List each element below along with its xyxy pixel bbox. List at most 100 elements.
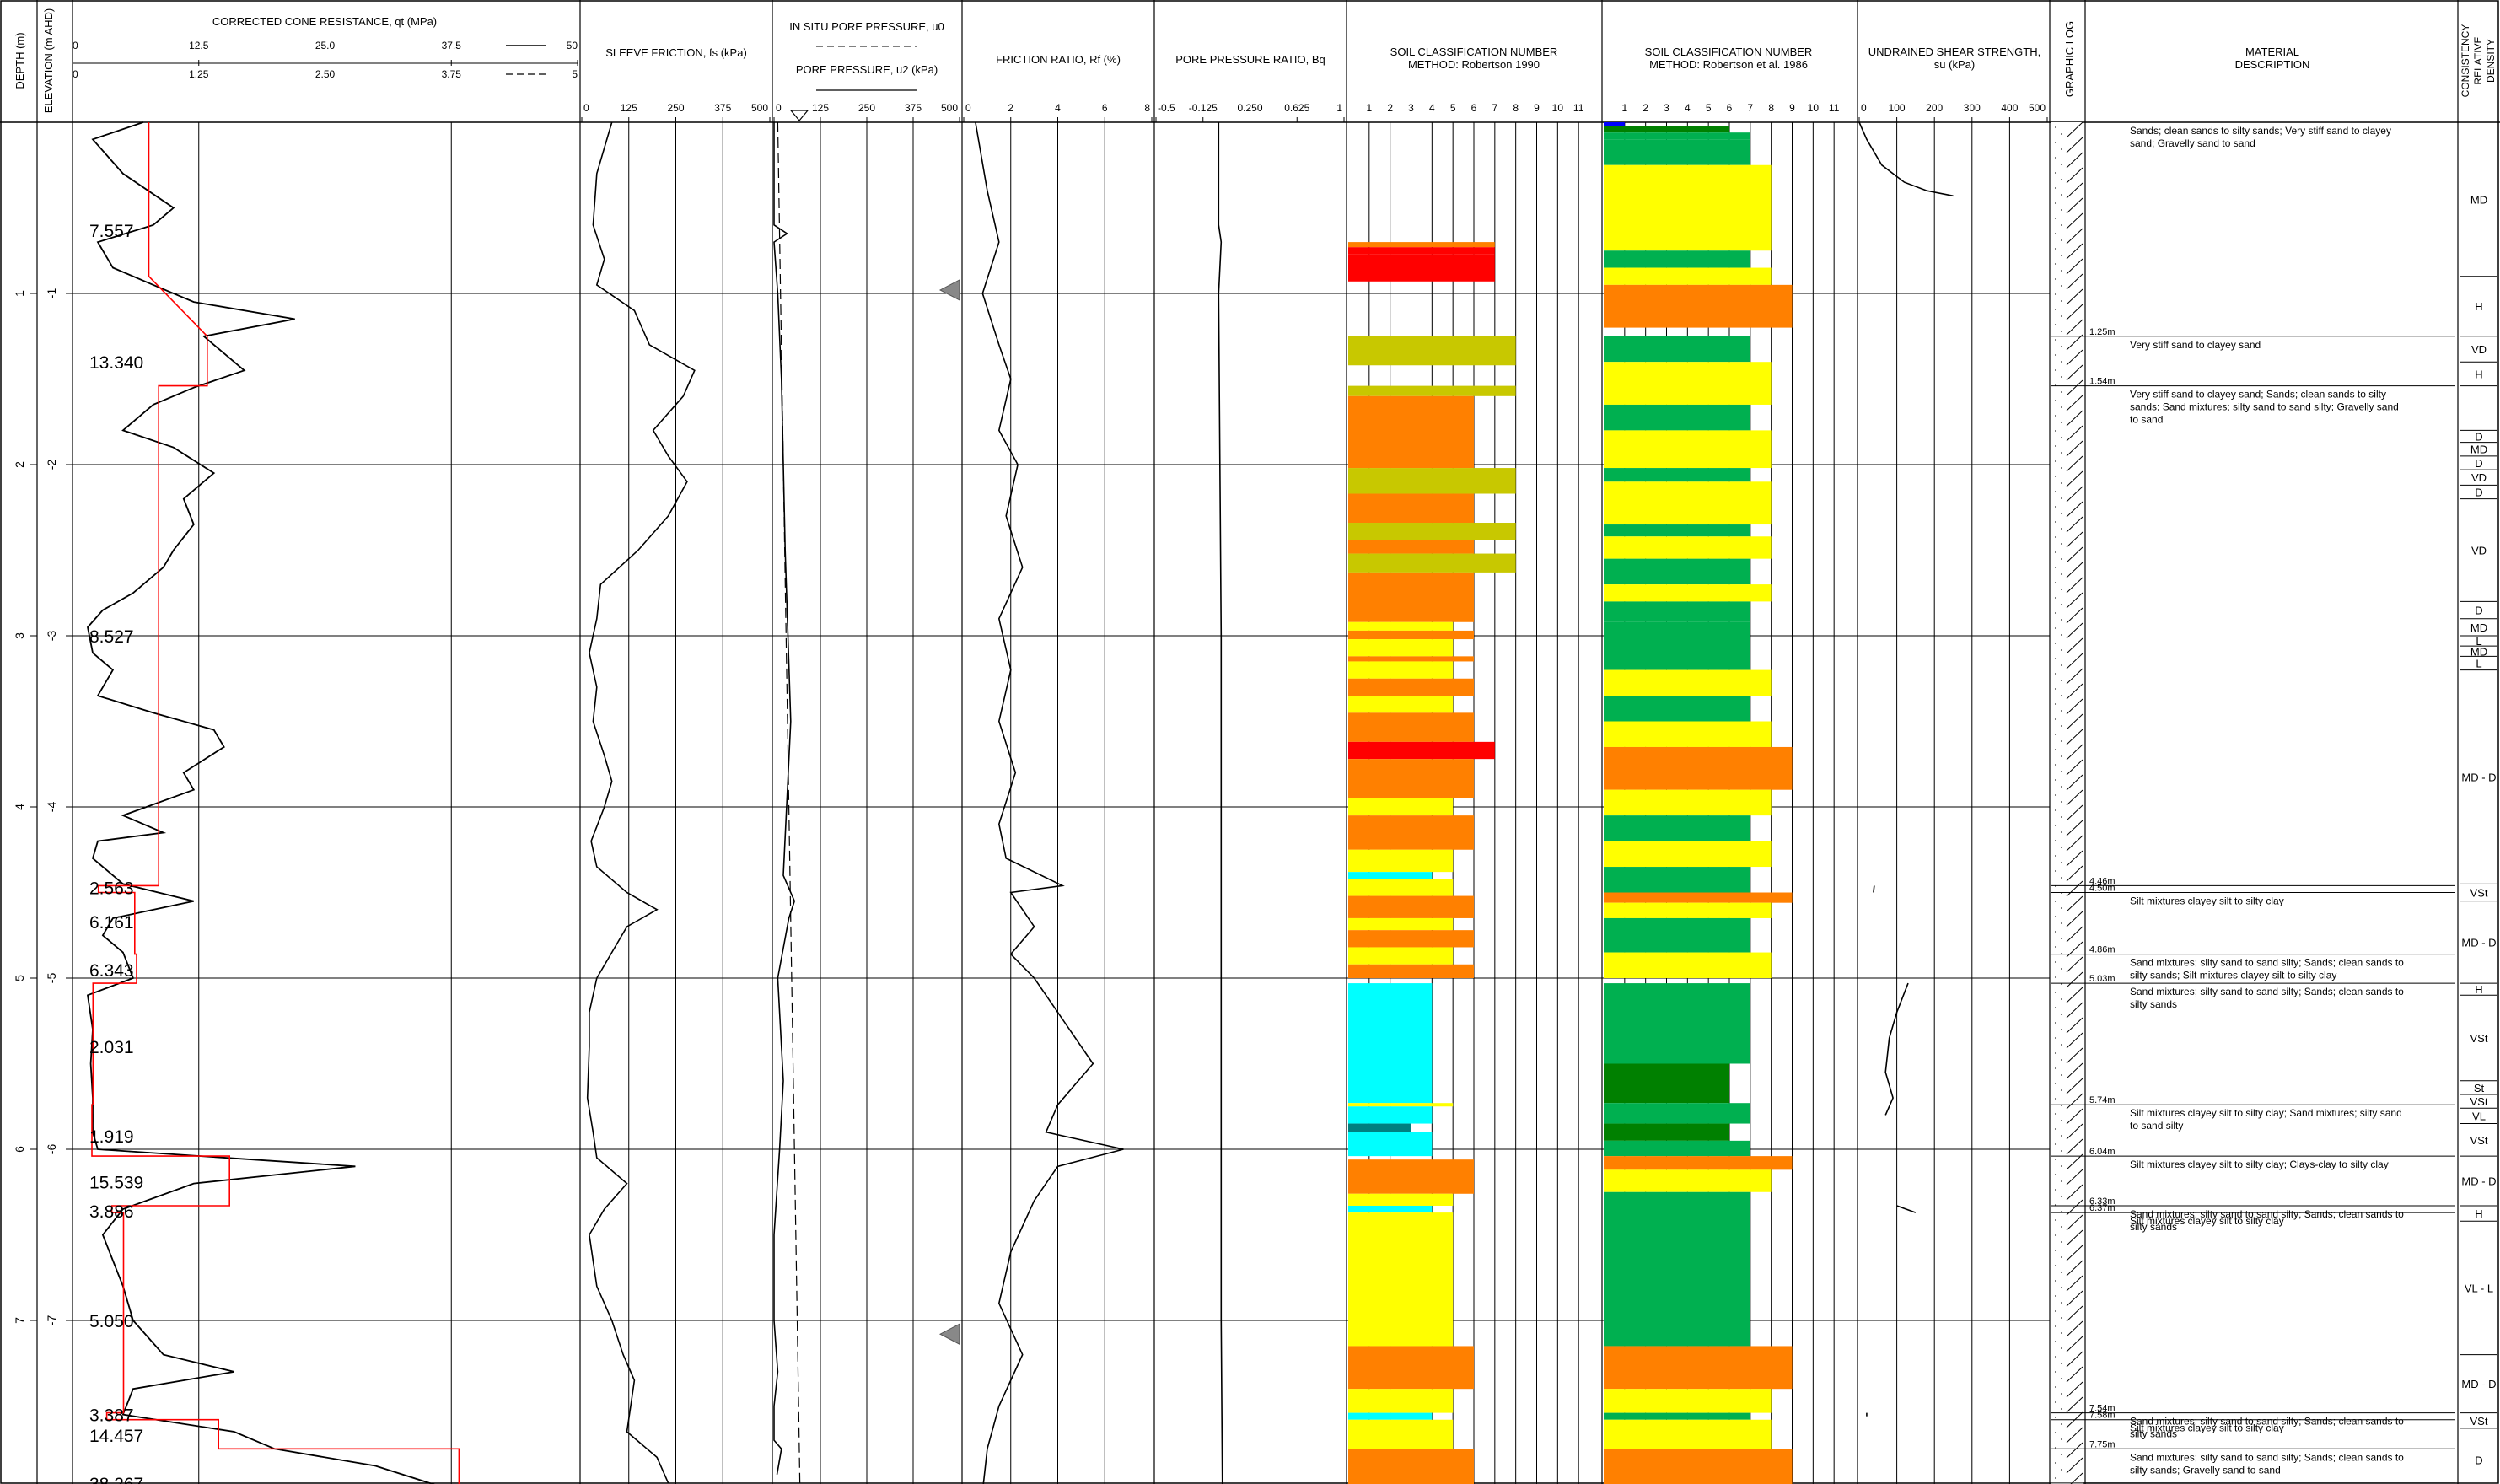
graphic-log-hatch (2066, 258, 2083, 275)
graphic-log-hatch (2066, 1381, 2083, 1398)
u2-tick-label: 250 (858, 102, 875, 114)
stratum-description: Sand mixtures; silty sand to sand silty;… (2130, 957, 2404, 969)
scn1986-band (1604, 584, 1772, 602)
density-header: DENSITY (2485, 39, 2497, 83)
fs-trace (586, 121, 696, 1484)
graphic-log-hatch (2066, 1123, 2083, 1140)
su-tick-label: 400 (2001, 102, 2018, 114)
consistency-label: H (2475, 983, 2482, 996)
scn1986-band (1604, 164, 1772, 251)
stratum-depth-label: 7.58m (2089, 1411, 2116, 1421)
graphic-log-hatch (2066, 197, 2083, 214)
scn1986-band (1604, 952, 1772, 978)
stratum-depth-label: 4.46m (2089, 876, 2116, 886)
fs-tick-label: 125 (621, 102, 637, 114)
graphic-log-hatch (2066, 1351, 2083, 1368)
scn1990-band (1348, 553, 1516, 573)
graphic-log-hatch (2066, 395, 2083, 411)
graphic-log-hatch (2066, 820, 2083, 836)
consistency-label: MD (2470, 621, 2487, 634)
graphic-log-hatch (2066, 334, 2083, 351)
stratum-depth-label: 4.86m (2089, 945, 2116, 955)
elevation-tick-label: -4 (45, 802, 58, 813)
scn1986-band (1604, 789, 1772, 816)
graphic-log-hatch (2066, 243, 2083, 260)
graphic-log-hatch (2066, 1002, 2083, 1019)
scn1990-band (1348, 1106, 1433, 1124)
stratum-description: sands; Sand mixtures; silty sand to sand… (2130, 401, 2399, 413)
bq-tick-label: 0.250 (1237, 102, 1262, 114)
depth-tick-label: 6 (13, 1146, 26, 1153)
scn1986-tick-label: 8 (1768, 102, 1774, 114)
graphic-log-hatch (2066, 440, 2083, 457)
graphic-log-hatch (2066, 1153, 2083, 1170)
graphic-log-hatch (2066, 637, 2083, 654)
consistency-label: D (2475, 486, 2482, 498)
consistency-label: VD (2471, 545, 2487, 557)
scn1986-band (1604, 1419, 1772, 1449)
scn1990-tick-label: 4 (1429, 102, 1435, 114)
su-tick-label: 500 (2029, 102, 2046, 114)
elevation-header: ELEVATION (m AHD) (42, 8, 55, 113)
scn1986-band (1604, 917, 1750, 953)
graphic-log-hatch (2066, 288, 2083, 305)
scn1990-band (1348, 741, 1495, 760)
scn1990-method: METHOD: Robertson 1990 (1408, 58, 1540, 71)
graphic-log-hatch (2066, 1457, 2083, 1474)
description-header: MATERIAL (2245, 46, 2299, 58)
qc-top-tick-label: 25.0 (315, 40, 336, 51)
su-tick-label: 300 (1964, 102, 1981, 114)
scn1986-tick-label: 10 (1808, 102, 1820, 114)
graphic-log-hatch (2066, 1108, 2083, 1125)
graphic-log-hatch (2066, 1275, 2083, 1292)
scn1986-band (1604, 721, 1772, 747)
graphic-log-hatch (2066, 562, 2083, 578)
graphic-log-hatch (2066, 592, 2083, 609)
scn1986-band (1604, 126, 1729, 133)
scn1986-band (1604, 1389, 1772, 1413)
qc-average-label: 13.340 (89, 353, 143, 373)
stratum-depth-label: 4.50m (2089, 884, 2116, 894)
scn1990-band (1348, 947, 1454, 965)
graphic-log-hatch (2066, 228, 2083, 245)
consistency-label: H (2475, 368, 2482, 380)
stratum-description: to sand silty (2130, 1120, 2183, 1132)
scn1986-tick-label: 5 (1706, 102, 1712, 114)
scn1986-band (1604, 621, 1750, 670)
stratum-description: Sand mixtures; silty sand to sand silty;… (2130, 1451, 2404, 1463)
graphic-log-hatch (2066, 1320, 2083, 1337)
rf-trace (975, 121, 1124, 1484)
scn1990-band (1348, 678, 1474, 696)
graphic-log-hatch (2066, 1093, 2083, 1110)
consistency-header: CONSISTENCY (2460, 24, 2471, 98)
u2-header: PORE PRESSURE, u2 (kPa) (796, 63, 938, 76)
graphic-log-hatch (2066, 182, 2083, 199)
consistency-label: VL (2472, 1110, 2486, 1122)
scn1990-band (1348, 872, 1433, 879)
graphic-log-hatch (2066, 1138, 2083, 1155)
scn1986-band (1604, 524, 1750, 537)
stratum-description: Sands; clean sands to silty sands; Very … (2130, 125, 2391, 137)
qc-segment-average (91, 122, 460, 1484)
stratum-description: Silt mixtures clayey silt to silty clay;… (2130, 1107, 2402, 1119)
scn1986-band (1604, 892, 1793, 903)
consistency-label: H (2475, 300, 2482, 313)
scn1990-band (1348, 254, 1495, 282)
scn1986-tick-label: 11 (1829, 102, 1840, 114)
water-table-icon (789, 110, 809, 121)
scn1986-band (1604, 122, 1625, 126)
su-tick-label: 0 (1861, 102, 1867, 114)
scn1986-band (1604, 558, 1750, 585)
qc-trace-expanded (87, 121, 434, 1484)
scn1990-tick-label: 2 (1387, 102, 1393, 114)
qc-average-label: 2.563 (89, 879, 134, 898)
depth-tick-label: 4 (13, 804, 26, 810)
graphic-log-hatch (2066, 304, 2083, 320)
scn1990-band (1348, 983, 1433, 1104)
qc-header: CORRECTED CONE RESISTANCE, qt (MPa) (212, 15, 437, 28)
rf-tick-label: 4 (1055, 102, 1061, 114)
scn1990-band (1348, 336, 1516, 366)
graphic-log-hatch (2066, 546, 2083, 563)
qc-average-label: 5.050 (89, 1312, 134, 1331)
scn1986-band (1604, 601, 1750, 622)
